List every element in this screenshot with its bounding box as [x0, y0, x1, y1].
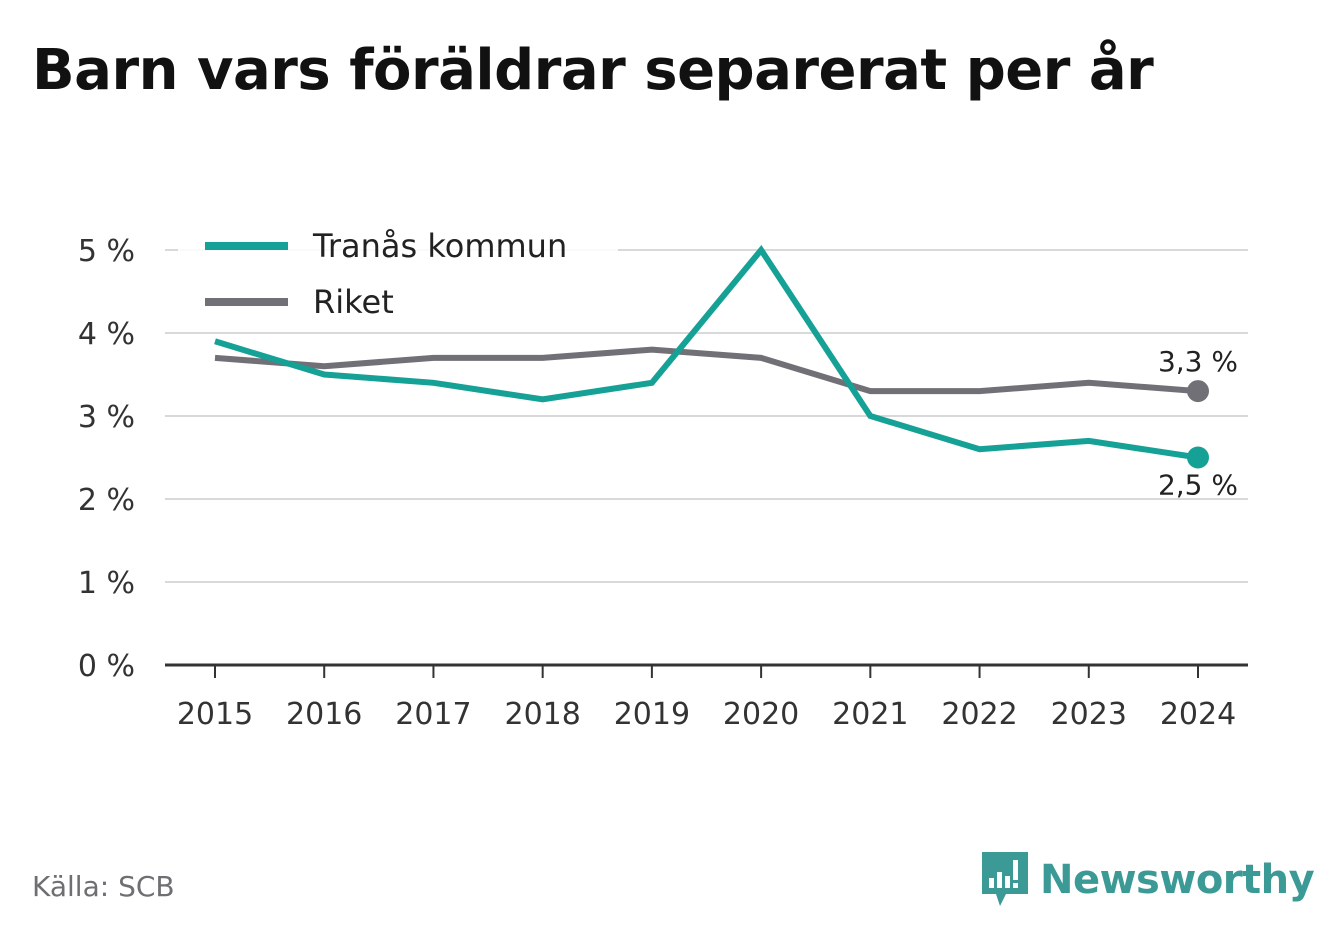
brand-name: Newsworthy	[1040, 857, 1315, 903]
y-tick-label: 2 %	[78, 483, 135, 518]
x-tick-label: 2024	[1160, 697, 1236, 732]
legend-background	[178, 222, 618, 332]
grid-lines	[165, 249, 1248, 583]
end-point-riket	[1187, 380, 1209, 403]
chart-title: Barn vars föräldrar separerat per år	[32, 38, 1154, 103]
x-tick-label: 2022	[941, 697, 1017, 732]
series-line-tranas	[214, 244, 1199, 461]
end-label-riket: 3,3 %	[1158, 345, 1238, 378]
x-tick-label: 2015	[177, 697, 253, 732]
y-axis-ticks: 0 % 1 % 2 % 3 % 4 % 5 %	[78, 234, 135, 684]
series-lines	[214, 244, 1209, 469]
y-tick-label: 4 %	[78, 317, 135, 352]
y-tick-label: 5 %	[78, 234, 135, 269]
x-tick-label: 2020	[723, 697, 799, 732]
y-tick-label: 3 %	[78, 400, 135, 435]
legend-label: Tranås kommun	[312, 227, 567, 265]
x-tick-label: 2016	[286, 697, 362, 732]
newsworthy-logo-icon	[982, 852, 1028, 906]
y-tick-label: 0 %	[78, 649, 135, 684]
x-axis-ticks: 2015 2016 2017 2018 2019 2020 2021 2022 2023 2024	[177, 665, 1236, 732]
x-tick-label: 2021	[832, 697, 908, 732]
end-labels: 3,3 % 2,5 %	[1158, 345, 1238, 501]
end-point-tranas	[1187, 446, 1209, 469]
x-tick-label: 2018	[504, 697, 580, 732]
brand-logo: Newsworthy	[980, 850, 1315, 910]
legend: Tranås kommun Riket	[178, 222, 618, 332]
legend-label: Riket	[313, 283, 394, 321]
x-tick-label: 2019	[614, 697, 690, 732]
end-label-tranas: 2,5 %	[1158, 469, 1238, 502]
series-line-riket	[214, 346, 1199, 395]
x-tick-label: 2017	[395, 697, 471, 732]
y-tick-label: 1 %	[78, 566, 135, 601]
x-tick-label: 2023	[1051, 697, 1127, 732]
source-note: Källa: SCB	[32, 870, 175, 903]
